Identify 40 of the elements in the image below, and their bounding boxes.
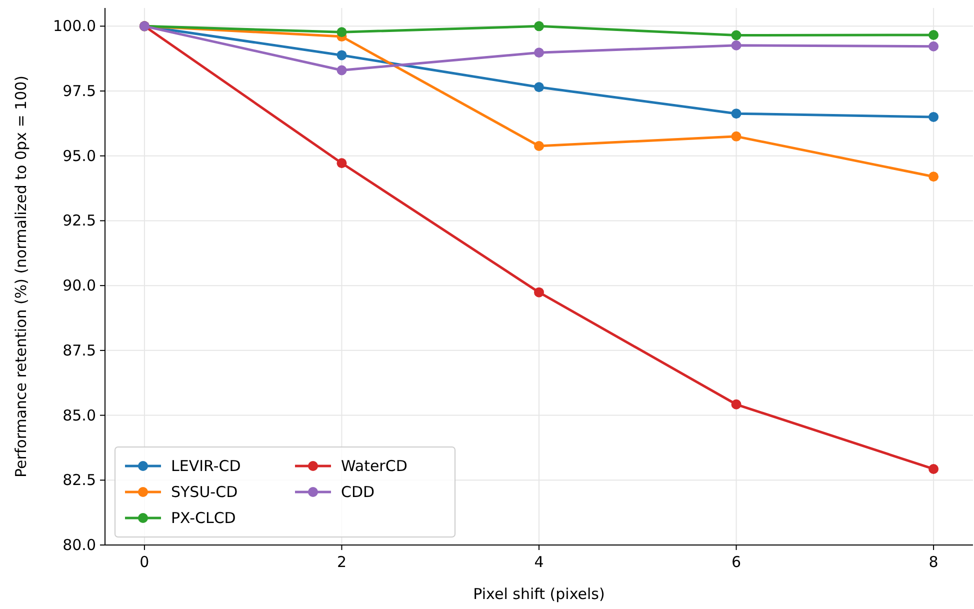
point — [534, 82, 544, 92]
legend-label: WaterCD — [341, 457, 408, 475]
point — [928, 464, 939, 474]
legend-label: SYSU-CD — [171, 483, 238, 501]
point — [534, 48, 544, 58]
point — [534, 21, 544, 32]
point — [336, 158, 347, 168]
legend-label: CDD — [341, 483, 375, 501]
y-tick-label: 100.0 — [53, 17, 96, 36]
point — [731, 131, 742, 142]
legend-label: LEVIR-CD — [171, 457, 241, 475]
point — [928, 172, 939, 182]
point — [336, 50, 347, 60]
x-tick-label: 8 — [928, 553, 938, 571]
point — [534, 141, 544, 152]
y-tick-label: 87.5 — [62, 341, 96, 360]
y-tick-label: 85.0 — [62, 406, 96, 424]
x-tick-label: 0 — [140, 553, 150, 571]
point — [731, 40, 742, 50]
point — [534, 287, 544, 298]
y-tick-label: 95.0 — [62, 146, 96, 165]
x-tick-label: 6 — [732, 553, 742, 571]
y-tick-label: 80.0 — [62, 536, 96, 554]
y-tick-label: 92.5 — [62, 212, 96, 230]
point — [336, 65, 347, 76]
point — [928, 30, 939, 40]
point — [731, 399, 742, 410]
y-tick-label: 97.5 — [62, 82, 96, 100]
point — [928, 112, 939, 122]
y-tick-label: 90.0 — [62, 276, 96, 295]
legend-label: PX-CLCD — [171, 509, 236, 527]
point — [336, 27, 347, 38]
y-axis-title: Performance retention (%) (normalized to 0px = 100) — [12, 75, 30, 478]
x-tick-label: 2 — [336, 553, 346, 571]
x-tick-label: 4 — [534, 553, 544, 571]
y-tick-label: 82.5 — [62, 471, 96, 490]
point — [928, 41, 939, 52]
x-axis-title: Pixel shift (pixels) — [473, 585, 605, 603]
point — [731, 108, 742, 119]
point — [731, 30, 742, 40]
